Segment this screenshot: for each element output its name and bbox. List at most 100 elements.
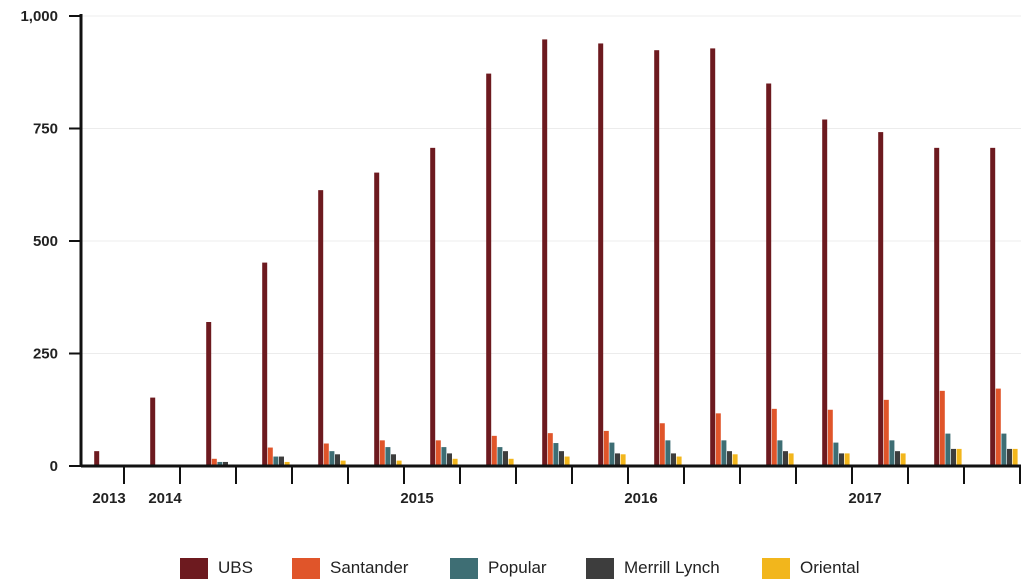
- bar-oriental[interactable]: [284, 461, 290, 466]
- bar-santander[interactable]: [771, 408, 777, 466]
- bar-oriental[interactable]: [396, 460, 402, 466]
- bar-santander[interactable]: [211, 458, 217, 466]
- legend-item-santander[interactable]: Santander: [292, 557, 408, 579]
- bar-merrill-lynch[interactable]: [895, 451, 900, 466]
- x-tick-label: 2014: [148, 490, 182, 507]
- bar-popular[interactable]: [553, 443, 559, 466]
- y-tick-label: 0: [50, 458, 58, 475]
- bar-oriental[interactable]: [844, 453, 850, 466]
- y-tick-label: 1,000: [20, 8, 58, 25]
- bar-popular[interactable]: [889, 440, 895, 466]
- bar-popular[interactable]: [833, 442, 839, 466]
- bar-merrill-lynch[interactable]: [615, 453, 620, 466]
- bar-santander[interactable]: [491, 435, 497, 466]
- legend-item-merrill-lynch[interactable]: Merrill Lynch: [586, 557, 720, 579]
- bar-santander[interactable]: [883, 399, 889, 466]
- legend: UBS Santander Popular Merrill Lynch Orie…: [0, 553, 1021, 583]
- bar-popular[interactable]: [217, 461, 223, 466]
- legend-item-popular[interactable]: Popular: [450, 557, 547, 579]
- bar-merrill-lynch[interactable]: [279, 456, 284, 466]
- bar-ubs[interactable]: [598, 43, 604, 466]
- bar-santander[interactable]: [603, 430, 609, 466]
- bar-popular[interactable]: [945, 433, 951, 466]
- bar-merrill-lynch[interactable]: [671, 453, 676, 466]
- bar-oriental[interactable]: [452, 458, 458, 466]
- bar-ubs[interactable]: [94, 451, 100, 466]
- bar-merrill-lynch[interactable]: [783, 451, 788, 466]
- bar-popular[interactable]: [665, 440, 671, 466]
- bar-ubs[interactable]: [486, 73, 492, 466]
- bar-ubs[interactable]: [878, 132, 884, 466]
- bar-popular[interactable]: [273, 456, 279, 466]
- bar-merrill-lynch[interactable]: [839, 453, 844, 466]
- bar-ubs[interactable]: [318, 190, 324, 466]
- bar-ubs[interactable]: [990, 147, 996, 466]
- bar-popular[interactable]: [777, 440, 783, 466]
- legend-item-ubs[interactable]: UBS: [180, 557, 253, 579]
- bar-santander[interactable]: [715, 413, 721, 466]
- legend-item-oriental[interactable]: Oriental: [762, 557, 860, 579]
- legend-label: Santander: [330, 558, 409, 577]
- bar-popular[interactable]: [1001, 433, 1007, 466]
- bar-ubs[interactable]: [766, 83, 772, 467]
- bar-chart: 0 250 500 750 1,000 2013 2014 2015 2016 2017: [20, 8, 1021, 507]
- bars: [94, 39, 1018, 467]
- bar-ubs[interactable]: [206, 322, 212, 466]
- bar-merrill-lynch[interactable]: [447, 453, 452, 466]
- legend-swatch: [762, 557, 790, 579]
- bar-ubs[interactable]: [430, 147, 436, 466]
- bar-popular[interactable]: [721, 440, 727, 466]
- bar-santander[interactable]: [547, 433, 553, 466]
- bar-merrill-lynch[interactable]: [335, 454, 340, 466]
- bar-oriental[interactable]: [900, 453, 906, 466]
- bar-merrill-lynch[interactable]: [559, 451, 564, 466]
- bar-ubs[interactable]: [822, 119, 828, 467]
- y-tick-label: 750: [33, 121, 58, 138]
- legend-label: UBS: [218, 558, 253, 577]
- bar-popular[interactable]: [385, 447, 391, 466]
- bar-oriental[interactable]: [508, 458, 514, 466]
- bar-ubs[interactable]: [262, 262, 268, 466]
- legend-swatch: [450, 557, 478, 579]
- bar-merrill-lynch[interactable]: [951, 448, 956, 466]
- bar-merrill-lynch[interactable]: [223, 461, 228, 466]
- bar-ubs[interactable]: [150, 397, 156, 466]
- x-tick-label: 2017: [848, 490, 881, 507]
- x-axis: 2013 2014 2015 2016 2017: [81, 464, 1021, 507]
- bar-santander[interactable]: [827, 409, 833, 466]
- x-tick-label: 2015: [400, 490, 433, 507]
- bar-santander[interactable]: [659, 423, 665, 466]
- bar-oriental[interactable]: [788, 453, 794, 466]
- bar-ubs[interactable]: [710, 48, 716, 467]
- bar-santander[interactable]: [379, 440, 385, 466]
- bar-ubs[interactable]: [934, 147, 940, 466]
- bar-merrill-lynch[interactable]: [503, 451, 508, 466]
- bar-popular[interactable]: [497, 447, 503, 466]
- bar-santander[interactable]: [323, 443, 329, 467]
- bar-oriental[interactable]: [564, 456, 570, 466]
- bar-popular[interactable]: [329, 451, 335, 466]
- y-axis: 0 250 500 750 1,000: [20, 8, 83, 475]
- x-tick-label: 2016: [624, 490, 657, 507]
- bar-popular[interactable]: [609, 442, 615, 466]
- bar-ubs[interactable]: [374, 172, 380, 466]
- bar-oriental[interactable]: [340, 460, 346, 466]
- bar-oriental[interactable]: [732, 454, 738, 466]
- legend-swatch: [292, 557, 320, 579]
- bar-oriental[interactable]: [620, 454, 626, 466]
- bar-merrill-lynch[interactable]: [1007, 448, 1012, 466]
- bar-oriental[interactable]: [956, 448, 962, 466]
- bar-popular[interactable]: [441, 447, 447, 466]
- bar-santander[interactable]: [435, 440, 441, 466]
- bar-santander[interactable]: [995, 388, 1001, 466]
- bar-oriental[interactable]: [1012, 448, 1018, 466]
- y-tick-label: 250: [33, 346, 58, 363]
- bar-oriental[interactable]: [676, 456, 682, 466]
- bar-santander[interactable]: [267, 447, 273, 466]
- bar-santander[interactable]: [939, 390, 945, 466]
- bar-merrill-lynch[interactable]: [727, 451, 732, 466]
- bar-merrill-lynch[interactable]: [391, 454, 396, 466]
- bar-ubs[interactable]: [654, 50, 660, 466]
- legend-label: Popular: [488, 558, 547, 577]
- bar-ubs[interactable]: [542, 39, 548, 467]
